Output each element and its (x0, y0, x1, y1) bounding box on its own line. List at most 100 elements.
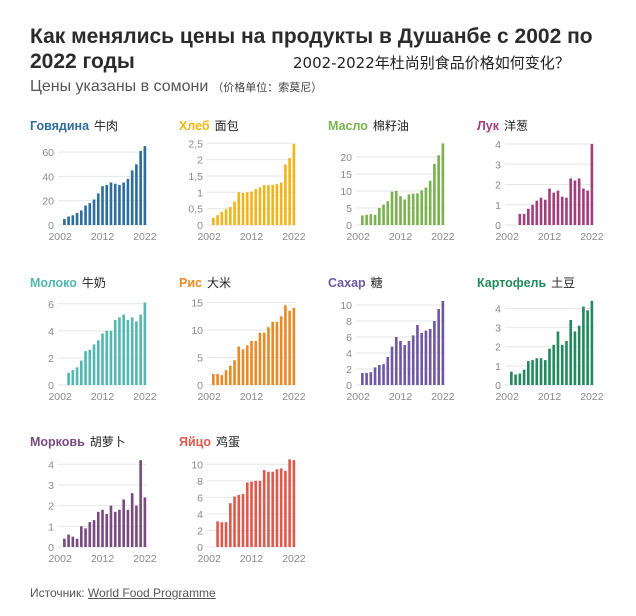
bar (586, 190, 589, 225)
bar (271, 321, 275, 385)
x-tick-label: 2022 (580, 391, 604, 403)
bar (577, 325, 581, 385)
bar (126, 509, 130, 547)
bar (262, 470, 266, 547)
bar (416, 193, 419, 225)
page-title: Как менялись цены на продукты в Душанбе … (30, 25, 593, 73)
x-tick-label: 2022 (431, 391, 455, 403)
bar (394, 337, 398, 385)
bar (216, 521, 219, 547)
x-tick-label: 2002 (495, 231, 519, 243)
bar (288, 459, 291, 547)
bar (428, 180, 432, 225)
source-label: Источник: (30, 586, 88, 600)
bar (560, 196, 564, 225)
x-tick-label: 2022 (133, 553, 157, 565)
panel-8: Картофель 土豆 0 1 2 3 4 2002 2012 2022 (477, 276, 604, 403)
bar (233, 360, 236, 385)
bar (279, 468, 283, 547)
bar (267, 471, 270, 547)
y-tick-label: 15 (191, 298, 203, 310)
bar (88, 203, 92, 225)
bar (275, 321, 279, 385)
bar (543, 360, 547, 385)
panel-title-zh: 牛肉 (94, 118, 118, 133)
panel-title: Говядина 牛肉 (30, 118, 118, 133)
bar (71, 536, 75, 547)
x-tick-label: 2022 (580, 231, 604, 243)
panel-2: Хлеб 面包 0 0,5 1 1,5 2 2,5 2002 2012 2022 (179, 119, 306, 243)
panel-title-ru: Молоко (30, 276, 77, 290)
bar (143, 146, 147, 225)
bar (250, 481, 253, 547)
bar (527, 208, 530, 225)
bar (361, 373, 364, 385)
bar (569, 178, 573, 225)
bar (292, 143, 296, 225)
bar (250, 191, 253, 225)
panel-title-ru: Картофель (477, 276, 546, 290)
bar (279, 316, 283, 385)
x-tick-label: 2002 (197, 553, 221, 565)
bar (267, 185, 270, 225)
bar (365, 373, 368, 385)
y-tick-label: 0 (197, 380, 203, 392)
bar (369, 214, 373, 225)
panel-title-ru: Сахар (328, 276, 366, 290)
panel-title-ru: Масло (328, 119, 368, 133)
bar (245, 482, 249, 547)
bar (245, 192, 249, 225)
panel-7: Сахар 糖 0 2 4 6 8 10 2002 2012 2022 (328, 275, 455, 403)
y-tick-label: 3 (48, 480, 54, 492)
bar (361, 215, 364, 225)
y-tick-label: 3 (495, 159, 501, 171)
panel-title: Лук 洋葱 (477, 118, 528, 133)
x-tick-label: 2002 (48, 231, 72, 243)
bar (573, 180, 577, 225)
y-tick-label: 8 (346, 316, 352, 328)
x-tick-label: 2002 (495, 391, 519, 403)
bar (92, 199, 96, 225)
bar (565, 197, 568, 225)
bar (271, 185, 275, 225)
x-tick-label: 2012 (538, 231, 562, 243)
panel-title-zh: 面包 (215, 119, 239, 133)
y-tick-label: 1 (197, 187, 203, 199)
source-link[interactable]: World Food Programme (87, 586, 216, 600)
bar (75, 212, 79, 225)
bar (118, 317, 121, 385)
bar (424, 330, 428, 385)
bar (548, 188, 551, 225)
bar (531, 204, 534, 225)
x-tick-label: 2012 (240, 391, 264, 403)
bar (233, 201, 236, 225)
bar (101, 186, 104, 225)
bar (424, 187, 428, 225)
panel-title-ru: Лук (477, 119, 500, 133)
bar (369, 372, 373, 385)
bar (527, 361, 530, 385)
bar (288, 310, 291, 385)
y-tick-label: 2 (495, 342, 501, 354)
bar (420, 333, 424, 385)
y-tick-label: 10 (340, 186, 352, 198)
bar (84, 205, 87, 225)
y-tick-label: 10 (191, 325, 203, 337)
bar (577, 178, 581, 225)
page-title-zh: 2002-2022年杜尚别食品价格如何变化？ (293, 54, 570, 72)
y-tick-label: 3 (495, 323, 501, 335)
y-tick-label: 4 (48, 459, 54, 471)
y-tick-label: 5 (346, 203, 352, 215)
bar (437, 155, 440, 225)
bar (113, 511, 117, 547)
bar (220, 375, 224, 385)
bar (139, 314, 142, 385)
bar (96, 511, 100, 547)
bar (80, 210, 83, 225)
x-tick-label: 2022 (282, 231, 306, 243)
y-tick-label: 2 (346, 364, 352, 376)
y-tick-label: 4 (197, 509, 203, 521)
bar (535, 358, 539, 385)
bar (522, 213, 526, 225)
y-tick-label: 1 (495, 361, 501, 373)
